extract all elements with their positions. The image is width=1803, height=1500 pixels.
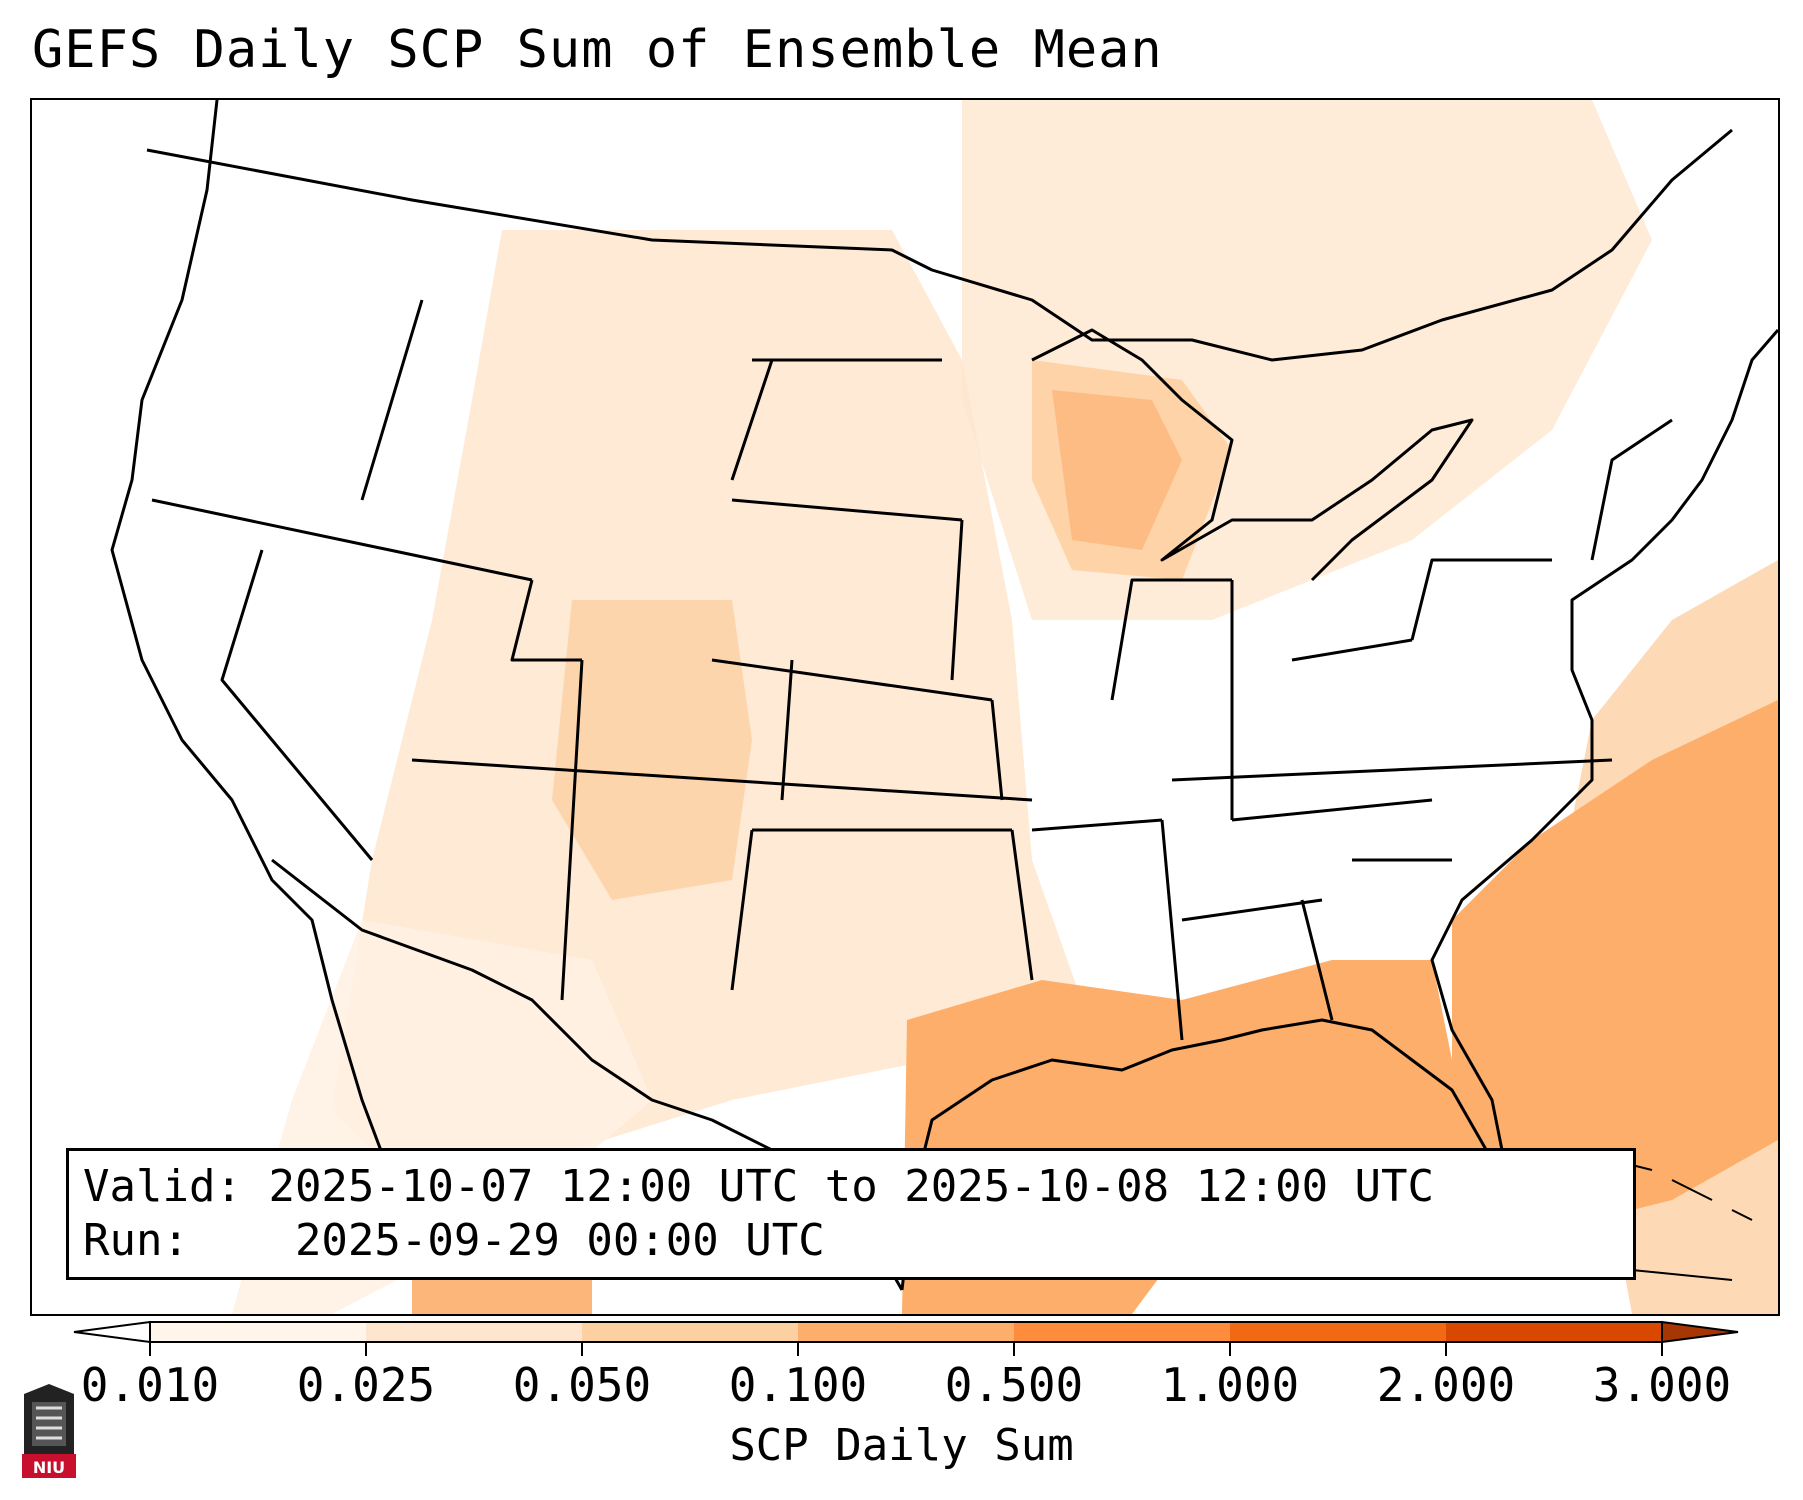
colorbar-segment	[582, 1322, 798, 1342]
valid-value: 2025-10-07 12:00 UTC to 2025-10-08 12:00…	[268, 1161, 1435, 1212]
colorbar-segment	[1230, 1322, 1446, 1342]
east-coast	[1430, 329, 1778, 1201]
colorbar-segment	[366, 1322, 582, 1342]
colorbar-extend-low	[73, 1320, 151, 1344]
colorbar-tick-label: 1.000	[1160, 1358, 1300, 1412]
colorbar-tick-label: 3.000	[1592, 1358, 1732, 1412]
colorbar-tick-label: 0.010	[80, 1358, 220, 1412]
colorbar-tick-label: 0.025	[296, 1358, 436, 1412]
state-lines	[151, 299, 1673, 1041]
colorbar-segment	[1014, 1322, 1230, 1342]
shade-rockies	[552, 600, 752, 900]
map-title: GEFS Daily SCP Sum of Ensemble Mean	[32, 20, 1163, 80]
us-canada-border	[146, 128, 1733, 362]
info-box: Valid: 2025-10-07 12:00 UTC to 2025-10-0…	[66, 1148, 1636, 1280]
colorbar-segment	[798, 1322, 1014, 1342]
run-line: Run: 2025-09-29 00:00 UTC	[83, 1215, 825, 1266]
logo-text: NIU	[33, 1458, 65, 1477]
colorbar	[73, 1320, 1739, 1356]
colorbar-tick-label: 2.000	[1376, 1358, 1516, 1412]
niu-logo-icon: NIU	[22, 1384, 76, 1478]
run-value: 2025-09-29 00:00 UTC	[294, 1215, 825, 1266]
colorbar-tick-label: 0.050	[512, 1358, 652, 1412]
valid-label: Valid:	[83, 1161, 242, 1212]
colorbar-label: SCP Daily Sum	[729, 1420, 1074, 1471]
scp-map	[110, 100, 1778, 1314]
shade-wisconsin-core	[1052, 390, 1182, 550]
run-label: Run:	[83, 1215, 189, 1266]
valid-line: Valid: 2025-10-07 12:00 UTC to 2025-10-0…	[83, 1161, 1434, 1212]
shade-atlantic	[1452, 700, 1778, 1220]
scp-shading	[232, 100, 1778, 1314]
west-coast	[110, 100, 394, 1181]
colorbar-tick-label: 0.100	[728, 1358, 868, 1412]
colorbar-segment	[150, 1322, 366, 1342]
colorbar-tick-label: 0.500	[944, 1358, 1084, 1412]
great-lakes	[1031, 328, 1474, 582]
gulf-coast	[900, 1018, 1514, 1291]
colorbar-outline	[149, 1321, 1663, 1343]
colorbar-extend-high	[1661, 1320, 1739, 1344]
colorbar-segment	[1446, 1322, 1662, 1342]
map-panel	[30, 98, 1780, 1316]
